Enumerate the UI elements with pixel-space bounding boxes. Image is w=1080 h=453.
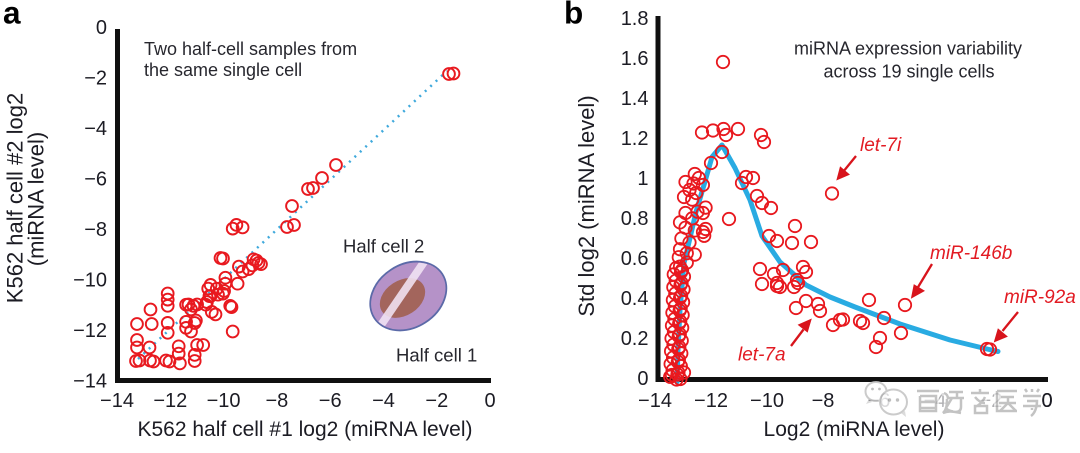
svg-text:Two half-cell samples from: Two half-cell samples from — [144, 39, 357, 59]
svg-text:−10: −10 — [750, 390, 784, 412]
svg-text:the same single cell: the same single cell — [144, 60, 302, 80]
svg-text:−12: −12 — [153, 390, 187, 412]
svg-text:−2: −2 — [425, 390, 448, 412]
svg-text:1: 1 — [637, 168, 648, 190]
svg-text:let-7a: let-7a — [738, 345, 786, 366]
svg-text:Std log2 (miRNA level): Std log2 (miRNA level) — [574, 95, 599, 316]
svg-text:−6: −6 — [319, 390, 342, 412]
svg-text:Log2 (miRNA level): Log2 (miRNA level) — [764, 418, 945, 441]
svg-text:−4: −4 — [84, 118, 107, 140]
svg-text:0: 0 — [485, 390, 496, 412]
svg-text:1.6: 1.6 — [621, 48, 649, 70]
svg-text:Half cell 2: Half cell 2 — [343, 236, 424, 257]
svg-text:1.2: 1.2 — [621, 128, 649, 150]
svg-text:0: 0 — [1041, 390, 1052, 412]
svg-text:−6: −6 — [84, 168, 107, 190]
svg-text:−14: −14 — [638, 390, 672, 412]
svg-text:miR-92a: miR-92a — [1004, 287, 1076, 308]
svg-text:K562 half cell #1 log2 (miRNA: K562 half cell #1 log2 (miRNA level) — [138, 418, 473, 441]
svg-text:(miRNA level): (miRNA level) — [24, 132, 49, 266]
svg-text:0: 0 — [637, 368, 648, 390]
svg-text:0.4: 0.4 — [621, 288, 649, 310]
svg-text:0.6: 0.6 — [621, 248, 649, 270]
svg-text:−2: −2 — [84, 67, 107, 89]
svg-text:−8: −8 — [84, 219, 107, 241]
svg-text:−12: −12 — [73, 320, 107, 342]
svg-text:−14: −14 — [100, 390, 134, 412]
svg-text:Half cell 1: Half cell 1 — [396, 345, 477, 366]
svg-text:miR-146b: miR-146b — [930, 243, 1012, 264]
svg-text:b: b — [564, 0, 583, 31]
svg-text:−8: −8 — [265, 390, 288, 412]
svg-text:0.2: 0.2 — [621, 328, 649, 350]
svg-text:1.8: 1.8 — [621, 8, 649, 30]
svg-text:−12: −12 — [694, 390, 728, 412]
svg-text:K562 half cell #2 log2: K562 half cell #2 log2 — [2, 93, 27, 303]
svg-text:0: 0 — [1041, 390, 1052, 412]
svg-text:−10: −10 — [207, 390, 241, 412]
svg-text:let-7i: let-7i — [860, 135, 902, 156]
svg-text:0.8: 0.8 — [621, 208, 649, 230]
svg-text:−8: −8 — [812, 390, 835, 412]
svg-text:miRNA expression variability: miRNA expression variability — [794, 39, 1022, 59]
svg-text:a: a — [3, 0, 21, 31]
svg-text:−14: −14 — [73, 370, 107, 392]
svg-text:−10: −10 — [73, 269, 107, 291]
svg-text:−4: −4 — [372, 390, 395, 412]
svg-text:0: 0 — [96, 17, 107, 39]
svg-text:1.4: 1.4 — [621, 88, 649, 110]
svg-text:across 19 single cells: across 19 single cells — [823, 62, 994, 82]
